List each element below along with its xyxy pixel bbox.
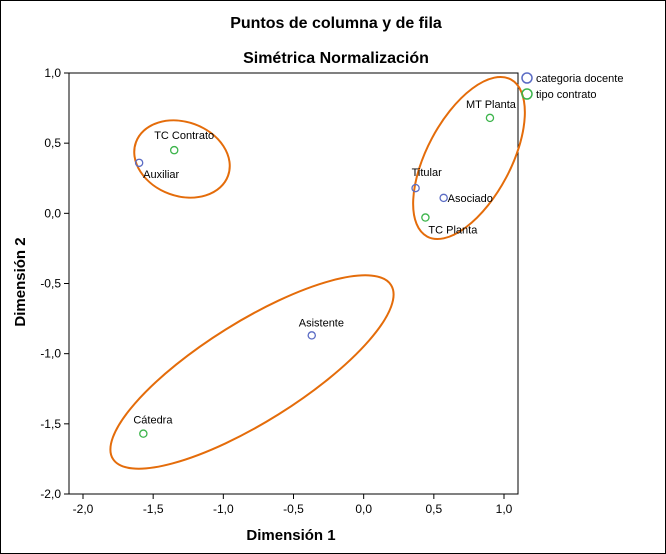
- x-tick-label: 0,0: [355, 502, 372, 516]
- y-tick-label: 0,0: [44, 206, 61, 220]
- y-tick-label: -2,0: [40, 487, 61, 501]
- point-label: Auxiliar: [143, 169, 179, 181]
- point-label: Asociado: [448, 193, 493, 205]
- legend: categoria docente tipo contrato: [521, 72, 623, 101]
- legend-marker: [521, 72, 533, 84]
- data-point: [485, 113, 495, 123]
- data-point: [421, 213, 430, 222]
- cluster-ellipse: [109, 274, 395, 470]
- data-point: [307, 331, 316, 340]
- point-label: Asistente: [299, 317, 344, 329]
- legend-marker: [521, 88, 533, 100]
- point-label: TC Contrato: [154, 130, 214, 142]
- cluster-ellipse: [412, 75, 526, 241]
- legend-label: tipo contrato: [536, 89, 597, 101]
- chart-title: Puntos de columna y de fila: [230, 15, 442, 32]
- y-axis-title: Dimensión 2: [12, 237, 29, 326]
- data-point: [169, 145, 179, 155]
- y-tick-label: -1,5: [40, 417, 61, 431]
- data-point: [411, 183, 420, 193]
- point-label: MT Planta: [466, 99, 517, 111]
- x-tick-label: -0,5: [283, 502, 304, 516]
- y-tick-label: -0,5: [40, 277, 61, 291]
- plot-area: [68, 72, 519, 495]
- x-tick-label: 1,0: [496, 502, 513, 516]
- point-label: Titular: [412, 167, 442, 179]
- x-tick-label: 0,5: [425, 502, 442, 516]
- legend-label: categoria docente: [536, 73, 623, 85]
- chart-subtitle: Simétrica Normalización: [243, 50, 429, 67]
- cluster-ellipse: [133, 119, 231, 199]
- data-point: [439, 193, 448, 203]
- y-tick-label: -1,0: [40, 347, 61, 361]
- data-point: [139, 429, 148, 438]
- data-point: [134, 158, 144, 168]
- point-label: Cátedra: [133, 415, 173, 427]
- x-tick-label: -1,5: [143, 502, 164, 516]
- data-points: Auxiliar Titular Asociado Asistente TC Contr…: [133, 99, 517, 438]
- y-tick-label: 1,0: [44, 66, 61, 80]
- point-label: TC Planta: [428, 225, 478, 237]
- cluster-ellipses: [109, 75, 526, 470]
- x-tick-label: -2,0: [73, 502, 94, 516]
- axis-ticks: -2,0 -1,5 -1,0 -0,5 0,0 0,5 1,0 1,0 0,5 0,0 -0,5 -1…: [40, 66, 512, 516]
- y-tick-label: 0,5: [44, 136, 61, 150]
- x-tick-label: -1,0: [213, 502, 234, 516]
- x-axis-title: Dimensión 1: [246, 527, 335, 544]
